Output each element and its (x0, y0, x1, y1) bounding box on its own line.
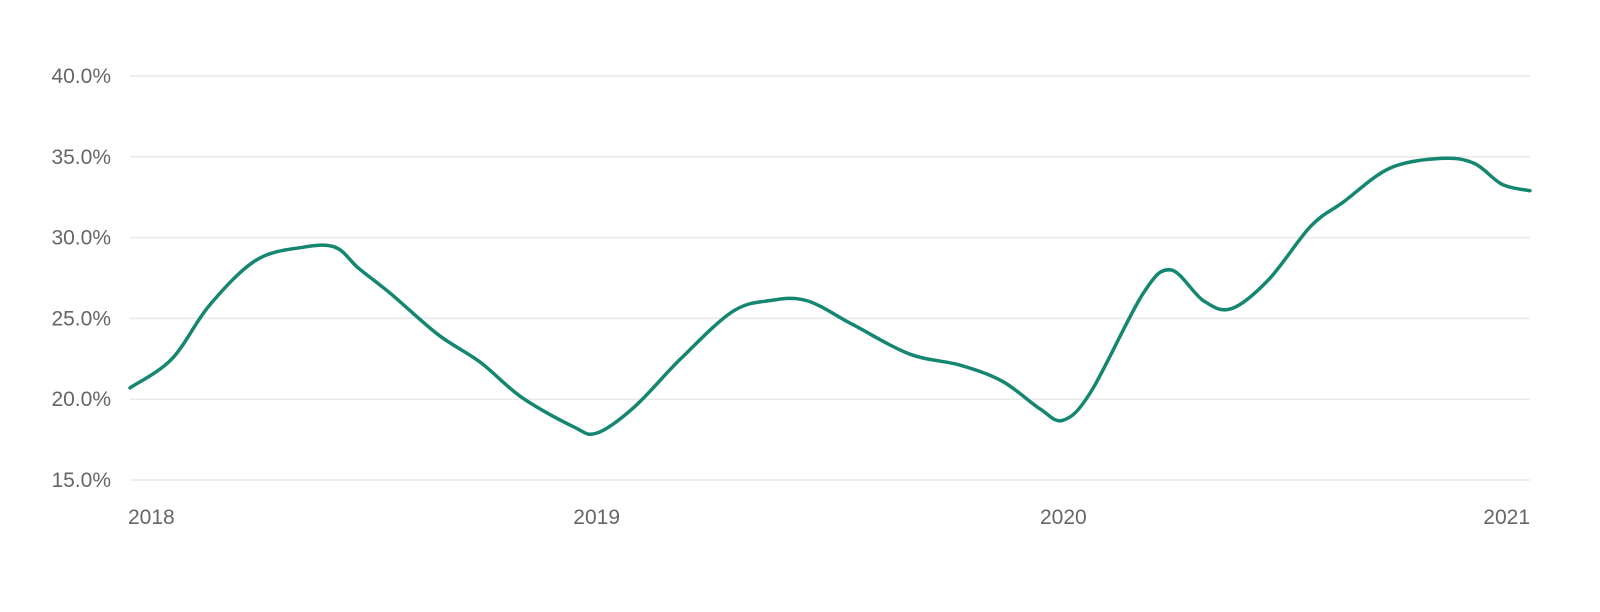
y-axis-tick-labels: 15.0% 20.0% 25.0% 30.0% 35.0% 40.0% (51, 65, 111, 492)
x-tick-label: 2018 (128, 506, 175, 529)
grid-lines (130, 75, 1530, 481)
y-tick-label: 35.0% (51, 146, 111, 169)
series-lines (128, 156, 1532, 437)
y-tick-label: 20.0% (51, 388, 111, 411)
series-line-0 (128, 156, 1532, 437)
y-tick-label: 25.0% (51, 307, 111, 330)
y-tick-label: 40.0% (51, 65, 111, 88)
x-tick-label: 2020 (1040, 506, 1087, 529)
x-axis-tick-labels: 2018 2019 2020 2021 (128, 506, 1530, 529)
x-tick-label: 2021 (1483, 506, 1530, 529)
y-tick-label: 15.0% (51, 469, 111, 492)
y-tick-label: 30.0% (51, 227, 111, 250)
x-tick-label: 2019 (573, 506, 620, 529)
